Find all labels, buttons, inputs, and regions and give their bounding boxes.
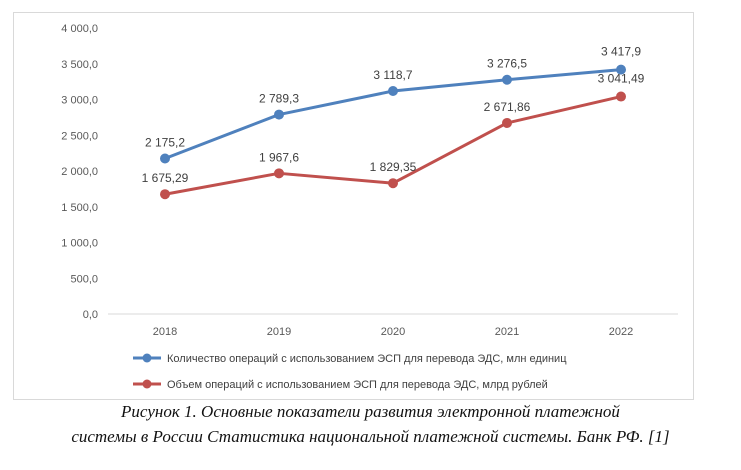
y-tick-label: 2 500,0: [61, 130, 98, 142]
series-2-data-label: 1 675,29: [142, 171, 189, 185]
legend-swatch-marker: [142, 353, 152, 363]
series-2-point: [274, 168, 284, 179]
chart-frame: [13, 12, 694, 400]
legend-label: Объем операций с использованием ЭСП для …: [167, 379, 548, 391]
series-2-data-label: 3 041,49: [598, 72, 645, 86]
y-tick-label: 2 000,0: [61, 166, 98, 178]
series-2-data-label: 2 671,86: [484, 100, 531, 114]
y-tick-label: 0,0: [83, 309, 98, 321]
series-1-data-label: 3 276,5: [487, 57, 527, 71]
legend-label: Количество операций с использованием ЭСП…: [167, 353, 567, 365]
series-1-point: [274, 109, 284, 120]
y-tick-label: 3 500,0: [61, 59, 98, 71]
series-1-data-label: 3 417,9: [601, 45, 641, 59]
x-tick-label: 2021: [495, 326, 519, 338]
series-1-line: [164, 68, 622, 160]
series-1-point: [616, 64, 626, 75]
series-1-data-label: 2 789,3: [259, 92, 299, 106]
x-tick-label: 2020: [381, 326, 405, 338]
figure-caption-line-1: Рисунок 1. Основные показатели развития …: [121, 402, 620, 421]
y-tick-label: 1 500,0: [61, 202, 98, 214]
series-2-point: [388, 178, 398, 189]
series-1-data-label: 2 175,2: [145, 135, 185, 149]
x-tick-label: 2019: [267, 326, 291, 338]
series-2-data-label: 1 829,35: [370, 160, 417, 174]
y-tick-label: 1 000,0: [61, 238, 98, 250]
figure-caption-line-2: системы в России Статистика национальной…: [71, 427, 670, 446]
series-1-point: [502, 74, 512, 85]
series-2-point: [160, 189, 170, 200]
x-tick-label: 2022: [609, 326, 633, 338]
y-tick-label: 500,0: [70, 273, 98, 285]
x-tick-label: 2018: [153, 326, 177, 338]
legend-swatch-marker: [142, 379, 152, 389]
series-2-data-label: 1 967,6: [259, 150, 299, 164]
y-tick-label: 4 000,0: [61, 23, 98, 35]
series-1-data-label: 3 118,7: [373, 68, 412, 82]
series-2-point: [502, 117, 512, 128]
series-1-point: [160, 153, 170, 164]
series-1-point: [388, 86, 398, 97]
series-2-point: [616, 91, 626, 102]
y-tick-label: 3 000,0: [61, 95, 98, 107]
